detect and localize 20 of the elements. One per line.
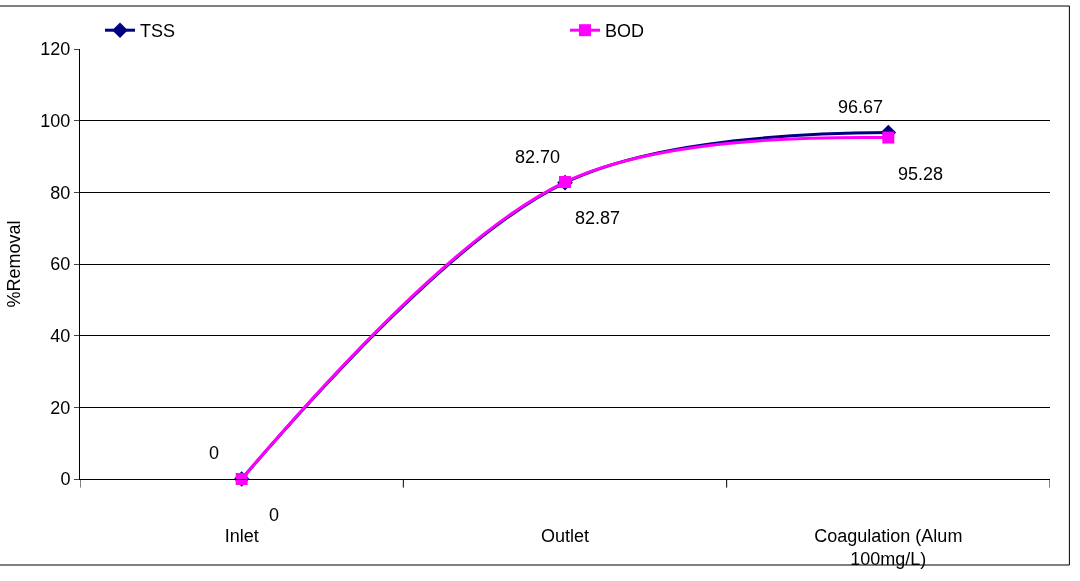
data-label: 82.87 — [575, 208, 621, 228]
data-label: 82.70 — [515, 147, 561, 167]
data-label: 95.28 — [898, 164, 944, 184]
y-tick-label: 100 — [40, 110, 71, 131]
y-tick-label: 80 — [50, 182, 71, 203]
legend-label: TSS — [140, 21, 176, 42]
point — [882, 131, 895, 144]
data-label: 96.67 — [838, 97, 884, 117]
y-tick-label: 60 — [50, 254, 71, 275]
legend-label: BOD — [605, 21, 645, 42]
data-label: 0 — [209, 443, 220, 463]
y-tick-label: 0 — [60, 469, 71, 490]
data-label: 0 — [269, 505, 280, 525]
y-axis-title: %Removal — [3, 220, 24, 308]
x-tick-label: Outlet — [540, 525, 590, 546]
y-tick-label: 120 — [40, 39, 71, 60]
y-tick-label: 40 — [50, 325, 71, 346]
y-tick-label: 20 — [50, 397, 71, 418]
x-tick-label: Coagulation (Alum 100mg/L) — [814, 525, 963, 569]
x-tick-label: Inlet — [224, 525, 259, 546]
